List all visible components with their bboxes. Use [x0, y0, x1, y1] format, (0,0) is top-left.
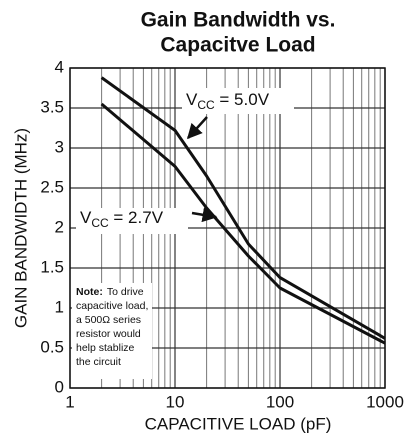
y-tick-label: 3 — [55, 137, 64, 156]
note-label: Note: — [76, 286, 103, 298]
annotation-sub: CC — [91, 216, 109, 230]
y-tick-label: 3.5 — [40, 97, 64, 116]
x-axis-label: CAPACITIVE LOAD (pF) — [145, 414, 332, 433]
note: Note: To drive — [76, 286, 144, 298]
note-line: resistor would — [76, 328, 141, 340]
annotation: VCC = 2.7V — [80, 208, 164, 230]
note-line: help stablize — [76, 342, 135, 354]
note-line: capacitive load, — [76, 300, 148, 312]
annotation-arrow — [186, 116, 208, 140]
x-tick-label: 1 — [65, 392, 74, 411]
chart-title: Gain Bandwidth vs. — [141, 9, 336, 32]
y-axis-label: GAIN BANDWIDTH (MHz) — [11, 128, 30, 328]
annotation-part: V — [80, 208, 92, 227]
grid — [69, 67, 386, 389]
y-tick-label: 4 — [55, 57, 64, 76]
y-tick-label: 2 — [55, 217, 64, 236]
note-line: a 500Ω series — [76, 314, 141, 326]
annotation-arrow — [191, 207, 218, 223]
y-tick-label: 1 — [55, 297, 64, 316]
annotation: VCC = 5.0V — [186, 90, 270, 112]
x-tick-label: 1000 — [366, 392, 404, 411]
annotation-bg — [76, 208, 188, 234]
note-line: the circuit — [76, 356, 121, 368]
annotation-part: V — [186, 90, 198, 109]
annotation-sub: CC — [197, 98, 215, 112]
plot-frame — [69, 67, 386, 389]
x-tick-label: 10 — [166, 392, 185, 411]
plot — [100, 76, 386, 345]
annotation-part: = 5.0V — [215, 90, 270, 109]
note-line: To drive — [107, 286, 144, 298]
y-tick-label: 0.5 — [40, 337, 64, 356]
series-line — [100, 102, 386, 345]
note-box — [72, 283, 152, 379]
y-tick-label: 0 — [55, 377, 64, 396]
y-tick-label: 2.5 — [40, 177, 64, 196]
series-line — [100, 76, 386, 340]
annotation-part: = 2.7V — [109, 208, 164, 227]
chart-title: Capacitve Load — [160, 34, 315, 57]
annotation-bg — [182, 88, 294, 114]
x-tick-label: 100 — [266, 392, 294, 411]
y-tick-label: 1.5 — [40, 257, 64, 276]
